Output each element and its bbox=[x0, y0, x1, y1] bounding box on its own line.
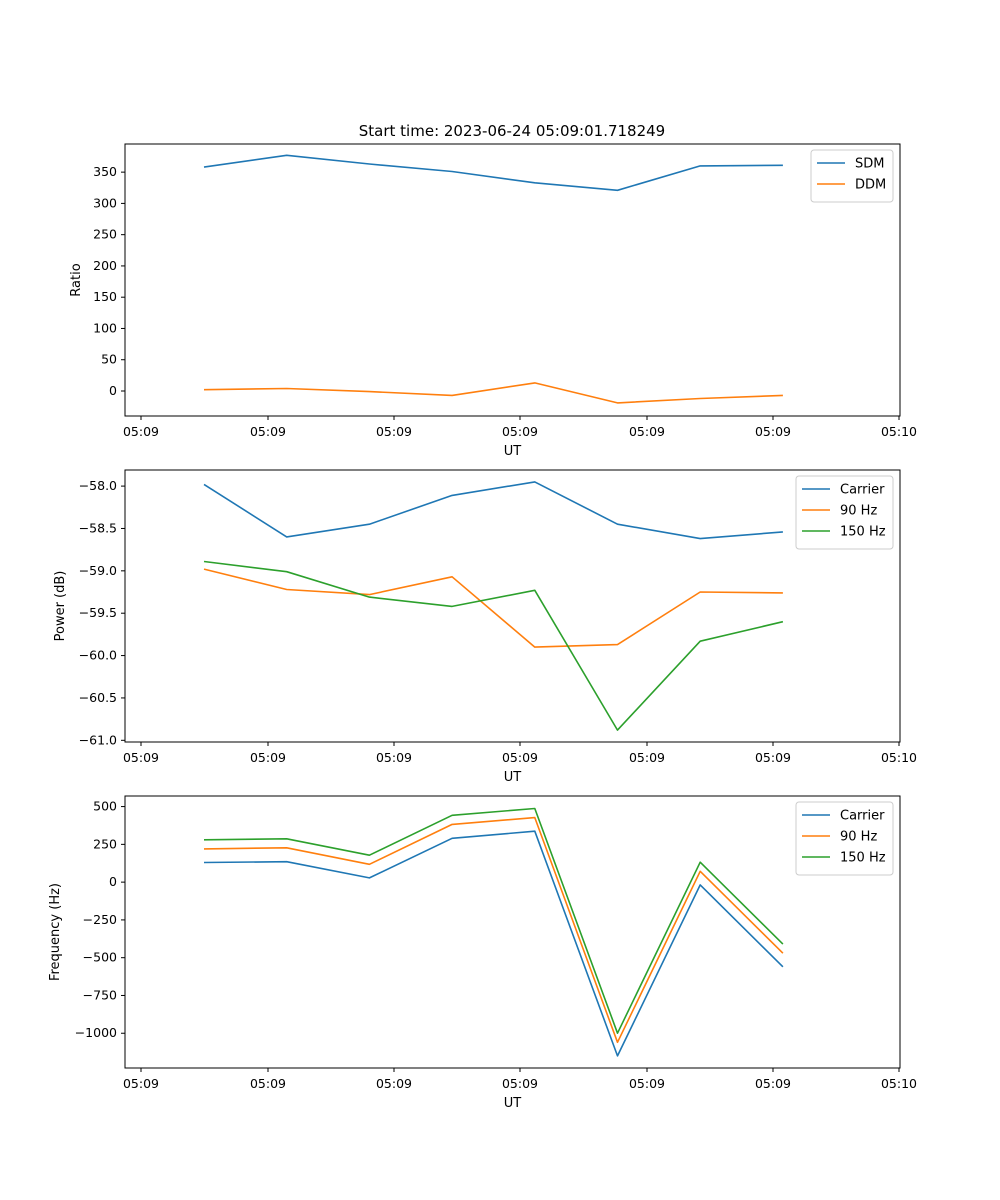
x-tick-label: 05:10 bbox=[881, 750, 917, 765]
x-tick-label: 05:09 bbox=[502, 1076, 538, 1091]
figure-title: Start time: 2023-06-24 05:09:01.718249 bbox=[359, 122, 665, 140]
legend-label: DDM bbox=[855, 178, 886, 193]
x-tick-label: 05:09 bbox=[376, 1076, 412, 1091]
y-tick-label: 50 bbox=[101, 352, 117, 367]
legend-label: 90 Hz bbox=[840, 504, 877, 519]
y-tick-label: −59.5 bbox=[79, 605, 117, 620]
x-tick-label: 05:09 bbox=[123, 750, 159, 765]
y-tick-label: 300 bbox=[93, 195, 117, 210]
legend-label: 90 Hz bbox=[840, 830, 877, 845]
x-tick-label: 05:10 bbox=[881, 1076, 917, 1091]
x-tick-label: 05:09 bbox=[629, 424, 665, 439]
legend-label: Carrier bbox=[840, 483, 885, 498]
series-line-sdm bbox=[203, 154, 783, 192]
x-tick-label: 05:10 bbox=[881, 424, 917, 439]
y-tick-label: −58.5 bbox=[79, 520, 117, 535]
y-tick-label: −60.0 bbox=[79, 648, 117, 663]
series-line-90-hz bbox=[203, 816, 784, 1044]
legend-label: SDM bbox=[855, 157, 884, 172]
y-axis-label: Power (dB) bbox=[53, 571, 68, 642]
y-tick-label: 350 bbox=[93, 164, 117, 179]
legend-label: 150 Hz bbox=[840, 525, 886, 540]
axes-frame bbox=[124, 143, 901, 417]
x-tick-label: 05:09 bbox=[502, 424, 538, 439]
x-tick-label: 05:09 bbox=[376, 424, 412, 439]
y-tick-label: −59.0 bbox=[79, 563, 117, 578]
chart-panel-3: −1000 −750 −500 −250 0 250 500 05:09 05:09 05:09 0… bbox=[48, 795, 917, 1111]
y-tick-label: −61.0 bbox=[79, 732, 117, 747]
series-line-ddm bbox=[203, 382, 783, 404]
axes-frame bbox=[124, 795, 901, 1069]
y-tick-label: 150 bbox=[93, 289, 117, 304]
chart-panel-2: −61.0 −60.5 −60.0 −59.5 −59.0 −58.5 −58.0 05:09… bbox=[53, 469, 917, 785]
y-tick-label: −250 bbox=[83, 912, 117, 927]
x-tick-label: 05:09 bbox=[502, 750, 538, 765]
y-tick-label: 0 bbox=[109, 874, 117, 889]
x-axis-label: UT bbox=[504, 444, 522, 459]
y-tick-label: 0 bbox=[109, 383, 117, 398]
y-tick-label: 100 bbox=[93, 320, 117, 335]
x-tick-label: 05:09 bbox=[250, 1076, 286, 1091]
y-tick-label: −500 bbox=[83, 950, 117, 965]
y-tick-label: 250 bbox=[93, 836, 117, 851]
x-tick-label: 05:09 bbox=[755, 750, 791, 765]
x-tick-label: 05:09 bbox=[629, 750, 665, 765]
y-tick-label: −750 bbox=[83, 987, 117, 1002]
y-tick-label: −1000 bbox=[75, 1025, 117, 1040]
legend-label: Carrier bbox=[840, 809, 885, 824]
x-tick-label: 05:09 bbox=[123, 424, 159, 439]
x-tick-label: 05:09 bbox=[250, 424, 286, 439]
x-tick-label: 05:09 bbox=[629, 1076, 665, 1091]
series-line-carrier bbox=[203, 481, 783, 540]
y-tick-label: −58.0 bbox=[79, 478, 117, 493]
y-tick-label: 200 bbox=[93, 258, 117, 273]
axes-frame bbox=[124, 469, 901, 743]
series-line-150-hz bbox=[203, 807, 784, 1034]
chart-panel-1: 0 50 100 150 200 250 300 350 05:09 05:09 05:09 05:0… bbox=[69, 143, 917, 459]
y-tick-label: −60.5 bbox=[79, 690, 117, 705]
series-line-150-hz bbox=[203, 560, 784, 731]
x-tick-label: 05:09 bbox=[755, 424, 791, 439]
legend-label: 150 Hz bbox=[840, 851, 886, 866]
y-axis-label: Frequency (Hz) bbox=[48, 883, 63, 981]
x-axis-label: UT bbox=[504, 770, 522, 785]
x-tick-label: 05:09 bbox=[123, 1076, 159, 1091]
series-line-90-hz bbox=[203, 568, 783, 648]
x-tick-label: 05:09 bbox=[250, 750, 286, 765]
x-axis-label: UT bbox=[504, 1096, 522, 1111]
charts-container: 0 50 100 150 200 250 300 350 05:09 05:09 05:09 05:0… bbox=[48, 143, 917, 1111]
x-tick-label: 05:09 bbox=[755, 1076, 791, 1091]
x-tick-label: 05:09 bbox=[376, 750, 412, 765]
y-tick-label: 250 bbox=[93, 227, 117, 242]
y-tick-label: 500 bbox=[93, 799, 117, 814]
series-line-carrier bbox=[203, 830, 784, 1057]
y-axis-label: Ratio bbox=[69, 263, 84, 296]
